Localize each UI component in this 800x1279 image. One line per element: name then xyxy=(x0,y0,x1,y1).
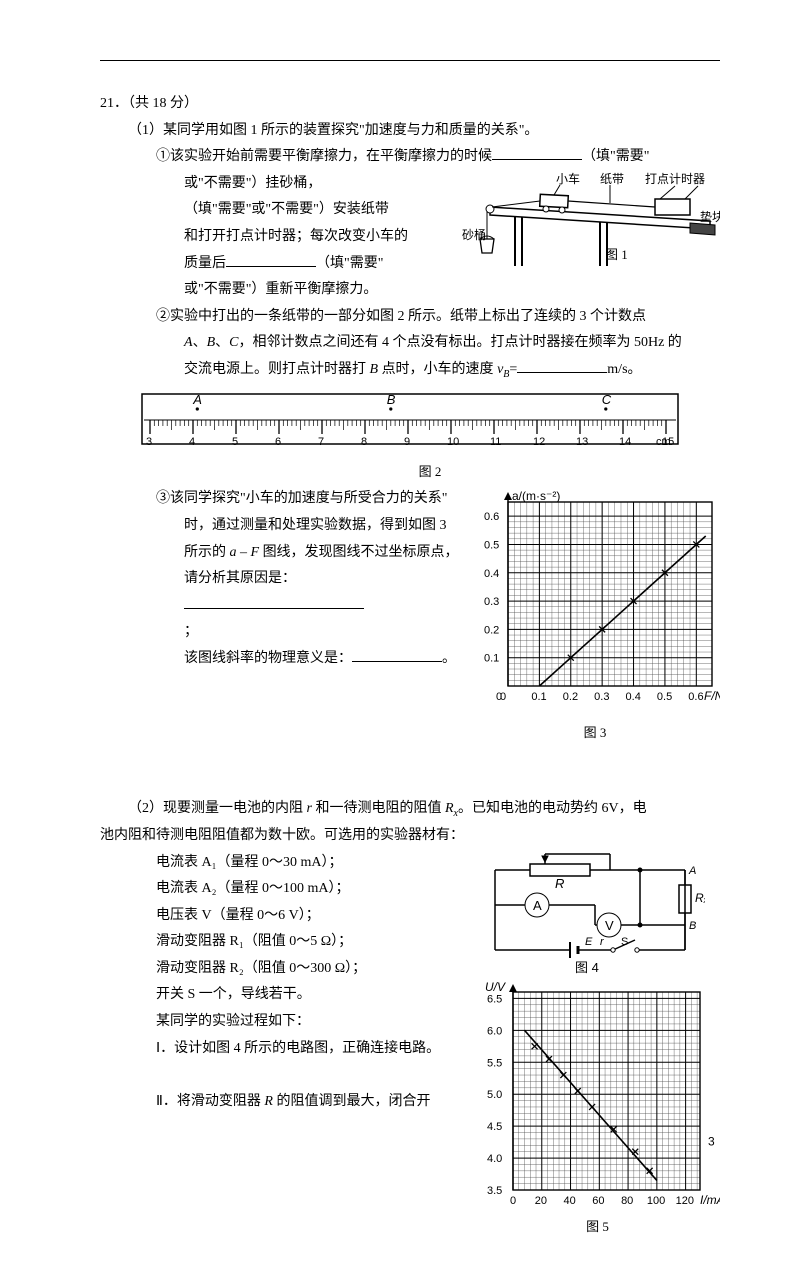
svg-text:6.0: 6.0 xyxy=(487,1025,502,1037)
p2-line2: A、B、C，相邻计数点之间还有 4 个点没有标出。打点计时器接在频率为 50Hz… xyxy=(100,330,720,357)
svg-text:Rₓ: Rₓ xyxy=(695,891,705,905)
step-2: Ⅱ．将滑动变阻器 R 的阻值调到最大，闭合开 xyxy=(100,1089,465,1116)
part1-intro: （1）某同学用如图 1 所示的装置探究"加速度与力和质量的关系"。 xyxy=(100,118,720,145)
equipment-item: 滑动变阻器 R₁（阻值 0～5 Ω）； xyxy=(100,929,465,956)
svg-text:垫块: 垫块 xyxy=(700,209,720,224)
svg-text:0.2: 0.2 xyxy=(563,691,578,703)
svg-text:14: 14 xyxy=(619,436,631,448)
svg-text:砂桶: 砂桶 xyxy=(462,227,486,242)
svg-text:0.4: 0.4 xyxy=(626,691,641,703)
svg-text:E: E xyxy=(585,936,593,948)
svg-text:6: 6 xyxy=(275,436,281,448)
svg-text:0.6: 0.6 xyxy=(688,691,703,703)
figure-3-chart: a/(m·s⁻²) F/N 0 0.1 0.2 0.3 0.4 0.5 0.6 0.1 0.2 0.3… xyxy=(470,486,720,746)
svg-text:图 1: 图 1 xyxy=(605,247,628,262)
svg-text:40: 40 xyxy=(564,1195,576,1207)
svg-text:0.5: 0.5 xyxy=(484,540,499,552)
p3-line4: 请分析其原因是： xyxy=(100,566,460,619)
p3-line2: 时，通过测量和处理实验数据，得到如图 3 xyxy=(100,513,460,540)
svg-text:12: 12 xyxy=(533,436,545,448)
figure-4-5: RARₓAVBErS图 4 U/VI/mA0204060801001203.54… xyxy=(475,850,720,1240)
svg-text:9: 9 xyxy=(404,436,410,448)
svg-text:5.0: 5.0 xyxy=(487,1089,502,1101)
svg-text:0.2: 0.2 xyxy=(484,625,499,637)
svg-text:120: 120 xyxy=(676,1195,694,1207)
svg-text:60: 60 xyxy=(592,1195,604,1207)
svg-text:4.0: 4.0 xyxy=(487,1153,502,1165)
svg-text:4.5: 4.5 xyxy=(487,1121,502,1133)
question-number: 21．（共 18 分） xyxy=(100,91,720,118)
p1-line3: （填"需要"或"不需要"）安装纸带 xyxy=(100,197,450,224)
p2-line1: ②实验中打出的一条纸带的一部分如图 2 所示。纸带上标出了连续的 3 个计数点 xyxy=(100,304,720,331)
svg-text:纸带: 纸带 xyxy=(600,172,624,186)
svg-text:S: S xyxy=(621,936,628,948)
svg-text:13: 13 xyxy=(576,436,588,448)
svg-text:5: 5 xyxy=(232,436,238,448)
p3-line5: ； xyxy=(100,619,460,646)
svg-text:80: 80 xyxy=(621,1195,633,1207)
svg-text:3.5: 3.5 xyxy=(487,1185,502,1197)
svg-text:3: 3 xyxy=(708,1134,715,1148)
svg-text:0.5: 0.5 xyxy=(657,691,672,703)
svg-text:4: 4 xyxy=(189,436,195,448)
equipment-item: 电流表 A₁（量程 0～30 mA）； xyxy=(100,850,465,877)
svg-text:10: 10 xyxy=(447,436,459,448)
svg-text:7: 7 xyxy=(318,436,324,448)
p3-line6: 该图线斜率的物理意义是：。 xyxy=(100,646,460,673)
equipment-item: 开关 S 一个，导线若干。 xyxy=(100,982,465,1009)
svg-text:0: 0 xyxy=(496,691,502,703)
svg-text:B: B xyxy=(689,920,696,932)
figure-2-ruler: ABC3456789101112131415cm 图 2 xyxy=(140,392,720,485)
equipment-item: 滑动变阻器 R₂（阻值 0～300 Ω）； xyxy=(100,956,465,983)
svg-text:图 4: 图 4 xyxy=(575,960,599,975)
svg-text:小车: 小车 xyxy=(556,171,580,186)
svg-text:A: A xyxy=(688,865,696,877)
svg-text:3: 3 xyxy=(146,436,152,448)
figure-1: 小车 纸带 打点计时器 垫块 砂桶 图 1 xyxy=(460,171,720,286)
svg-text:0.1: 0.1 xyxy=(484,653,499,665)
equipment-item: 某同学的实验过程如下： xyxy=(100,1009,465,1036)
svg-text:0.3: 0.3 xyxy=(484,596,499,608)
svg-text:0.6: 0.6 xyxy=(484,512,499,524)
svg-text:0.3: 0.3 xyxy=(594,691,609,703)
svg-text:V: V xyxy=(605,918,614,933)
svg-text:U/V: U/V xyxy=(485,980,506,994)
svg-text:I/mA: I/mA xyxy=(700,1193,720,1207)
part2-intro2: 池内阻和待测电阻阻值都为数十欧。可选用的实验器材有： xyxy=(100,823,720,850)
p1-line1: ①该实验开始前需要平衡摩擦力，在平衡摩擦力的时候（填"需要" xyxy=(100,144,720,171)
svg-text:a/(m·s⁻²): a/(m·s⁻²) xyxy=(512,489,560,503)
svg-text:6.5: 6.5 xyxy=(487,993,502,1005)
svg-text:C: C xyxy=(602,392,612,407)
p1-line6: 或"不需要"）重新平衡摩擦力。 xyxy=(100,277,450,304)
svg-text:R: R xyxy=(555,876,564,891)
p1-line2: 或"不需要"）挂砂桶， xyxy=(100,171,450,198)
part2-intro1: （2）现要测量一电池的内阻 r 和一待测电阻的阻值 Rx。已知电池的电动势约 6… xyxy=(100,796,720,823)
p2-line3: 交流电源上。则打点计时器打 B 点时，小车的速度 vB=m/s。 xyxy=(100,357,720,384)
svg-text:0.1: 0.1 xyxy=(531,691,546,703)
equipment-item: 电压表 V（量程 0～6 V）； xyxy=(100,903,465,930)
p1-line4: 和打开打点计时器；每次改变小车的 xyxy=(100,224,450,251)
svg-text:A: A xyxy=(192,392,202,407)
svg-text:100: 100 xyxy=(647,1195,665,1207)
svg-text:0.4: 0.4 xyxy=(484,568,499,580)
svg-text:F/N: F/N xyxy=(704,689,720,703)
svg-text:5.5: 5.5 xyxy=(487,1057,502,1069)
p3-line1: ③该同学探究"小车的加速度与所受合力的关系" xyxy=(100,486,460,513)
svg-text:r: r xyxy=(600,936,605,948)
equipment-item: 电流表 A₂（量程 0～100 mA）； xyxy=(100,876,465,903)
p1-line5: 质量后（填"需要" xyxy=(100,251,450,278)
svg-text:20: 20 xyxy=(535,1195,547,1207)
svg-text:11: 11 xyxy=(490,436,501,448)
svg-text:A: A xyxy=(533,898,542,913)
svg-text:cm: cm xyxy=(656,436,671,448)
svg-text:0: 0 xyxy=(510,1195,516,1207)
svg-text:打点计时器: 打点计时器 xyxy=(645,172,705,186)
step-1: Ⅰ．设计如图 4 所示的电路图，正确连接电路。 xyxy=(100,1036,465,1063)
svg-text:8: 8 xyxy=(361,436,367,448)
svg-text:B: B xyxy=(387,392,396,407)
p3-line3: 所示的 a – F 图线，发现图线不过坐标原点， xyxy=(100,540,460,567)
